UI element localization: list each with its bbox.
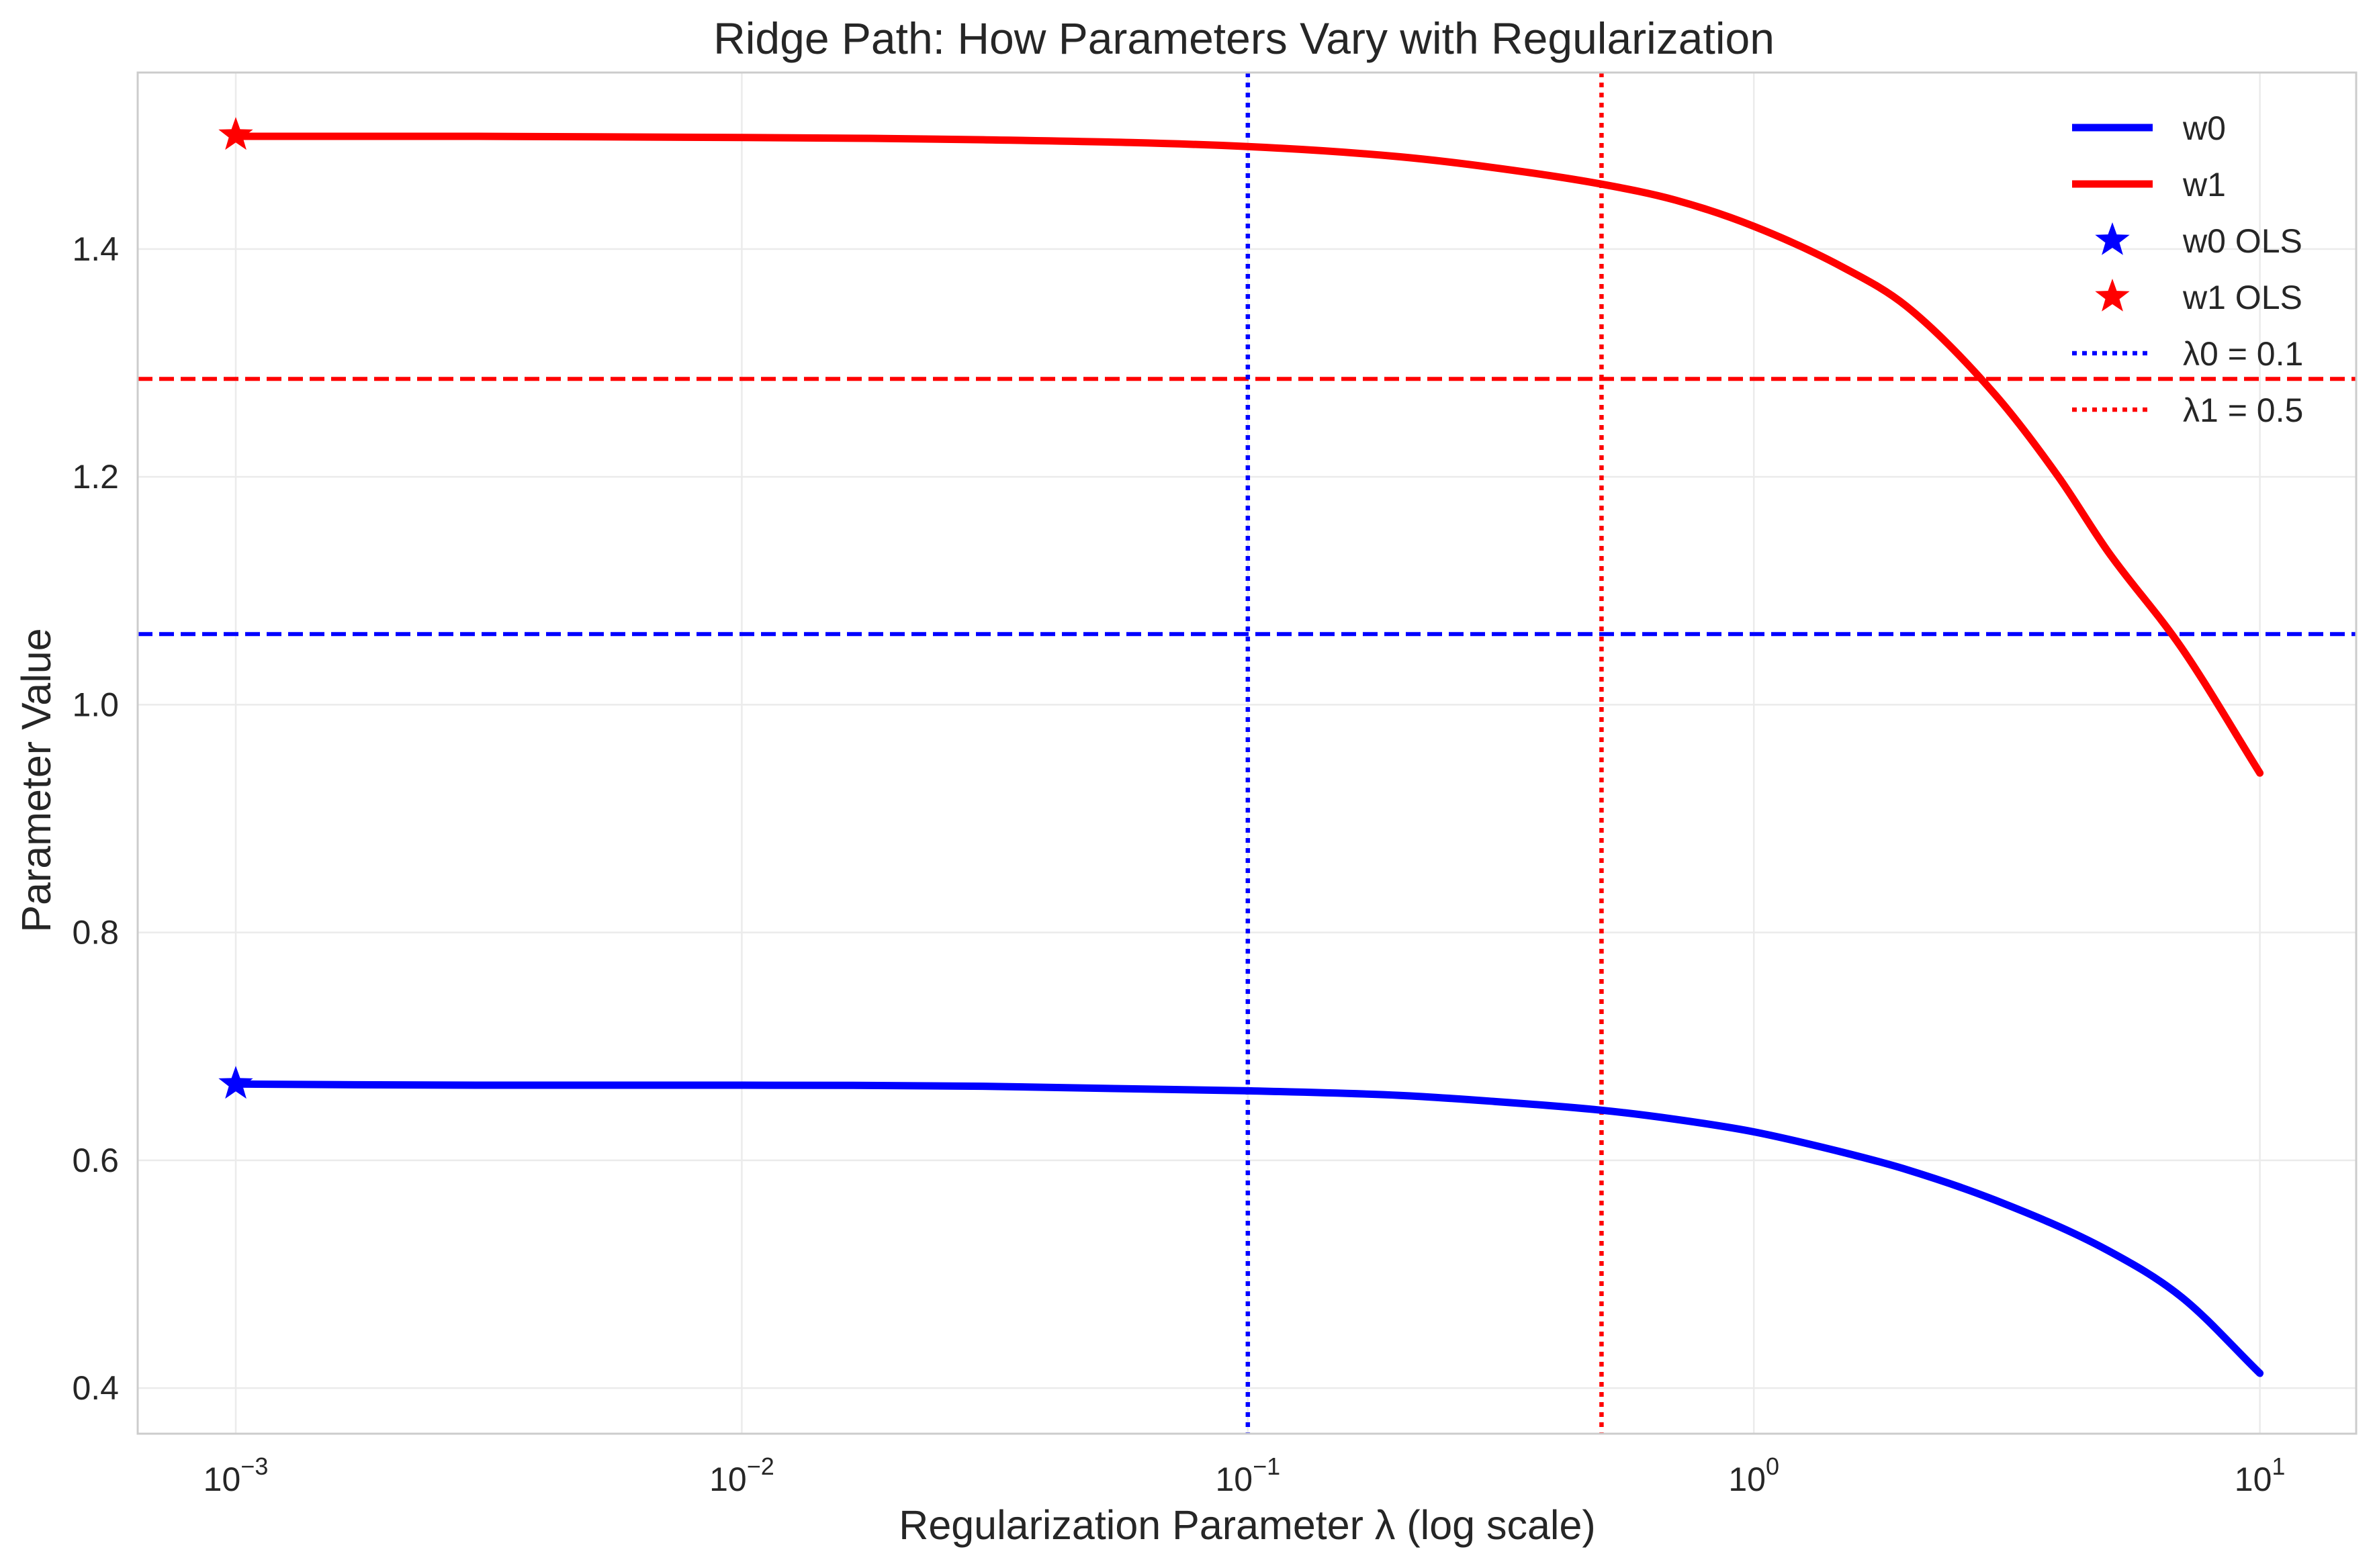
x-tick-base: 10 — [709, 1461, 747, 1498]
legend-label: w0 — [2182, 109, 2226, 147]
x-tick-base: 10 — [1215, 1461, 1253, 1498]
legend-label: λ1 = 0.5 — [2183, 391, 2303, 429]
x-tick-label: 10−1 — [1215, 1452, 1280, 1498]
legend: w0 w1 w0 OLS w1 OLS λ0 = 0.1 λ1 = 0.5 — [2072, 109, 2303, 429]
legend-label: w0 OLS — [2182, 222, 2302, 260]
legend-label: w1 — [2182, 166, 2226, 203]
legend-label: w1 OLS — [2182, 279, 2302, 316]
chart-title: Ridge Path: How Parameters Vary with Reg… — [713, 13, 1775, 63]
x-tick-exponent: −2 — [747, 1452, 774, 1480]
legend-swatch-star — [2095, 222, 2130, 255]
legend-label: λ0 = 0.1 — [2183, 335, 2303, 373]
y-tick-label: 1.0 — [72, 686, 119, 723]
x-axis-ticks: 10−3 10−2 10−1 100 101 — [204, 1452, 2286, 1498]
y-tick-label: 1.2 — [72, 458, 119, 496]
ols-star-marker — [218, 1066, 253, 1099]
x-tick-base: 10 — [1728, 1461, 1766, 1498]
y-tick-label: 0.4 — [72, 1369, 119, 1407]
x-tick-label: 10−2 — [709, 1452, 774, 1498]
x-tick-exponent: 1 — [2272, 1452, 2285, 1480]
ols-star-marker — [218, 117, 253, 150]
y-tick-label: 0.6 — [72, 1142, 119, 1179]
x-tick-exponent: 0 — [1766, 1452, 1779, 1480]
y-axis-label: Parameter Value — [13, 628, 59, 932]
x-tick-label: 10−3 — [204, 1452, 269, 1498]
y-tick-label: 0.8 — [72, 914, 119, 952]
x-axis-label: Regularization Parameter λ (log scale) — [899, 1502, 1595, 1548]
x-tick-base: 10 — [204, 1461, 241, 1498]
grid-lines — [138, 73, 2356, 1434]
x-tick-base: 10 — [2235, 1461, 2272, 1498]
x-tick-label: 100 — [1728, 1452, 1779, 1498]
plot-frame — [136, 71, 2358, 1435]
x-tick-exponent: −1 — [1253, 1452, 1280, 1480]
series-lines — [232, 132, 2264, 1377]
y-tick-label: 1.4 — [72, 230, 119, 268]
x-tick-exponent: −3 — [240, 1452, 268, 1480]
legend-swatch-star — [2095, 279, 2130, 312]
x-tick-label: 101 — [2235, 1452, 2286, 1498]
series-line-w1 — [232, 132, 2264, 777]
series-line-w0 — [232, 1080, 2264, 1377]
y-axis-ticks: 0.4 0.6 0.8 1.0 1.2 1.4 — [72, 230, 119, 1407]
ols-markers — [218, 117, 253, 1099]
